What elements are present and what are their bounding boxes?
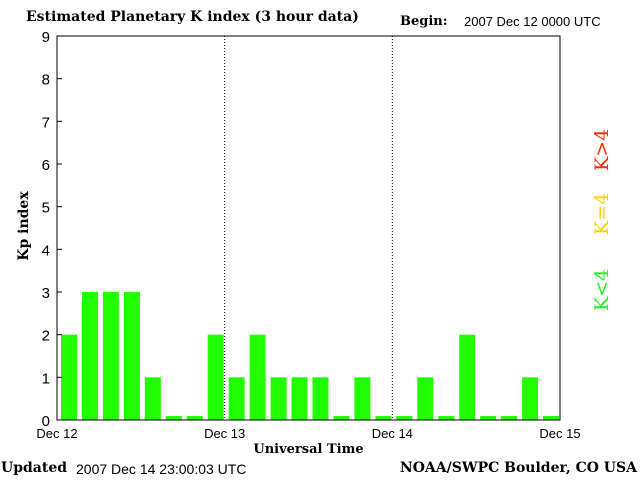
kp-bar: [187, 416, 203, 420]
kp-bar: [292, 377, 308, 420]
y-tick-label: 1: [42, 370, 50, 387]
x-tick-label: Dec 13: [204, 426, 245, 441]
x-axis-label: Universal Time: [253, 442, 363, 457]
x-tick-label: Dec 12: [36, 426, 77, 441]
kp-bar: [543, 416, 559, 420]
kp-bar: [250, 335, 266, 420]
y-tick-label: 3: [42, 285, 50, 302]
updated-label: Updated: [1, 460, 67, 476]
kp-bar: [145, 377, 161, 420]
kp-bar: [61, 335, 77, 420]
y-tick-label: 2: [42, 328, 50, 345]
kp-bar: [208, 335, 224, 420]
kp-bar: [271, 377, 287, 420]
kp-bar: [375, 416, 391, 420]
kp-bar: [417, 377, 433, 420]
kp-bar: [396, 416, 412, 420]
kp-bar: [459, 335, 475, 420]
kp-bar: [480, 416, 496, 420]
y-tick-label: 4: [42, 242, 50, 259]
kp-bar: [334, 416, 350, 420]
x-tick-label: Dec 14: [372, 426, 413, 441]
kp-bar: [124, 292, 140, 420]
kp-bar: [522, 377, 538, 420]
y-axis-label: Kp index: [16, 191, 32, 261]
kp-bar: [501, 416, 517, 420]
kp-bar: [229, 377, 245, 420]
kp-bar: [354, 377, 370, 420]
kp-bar: [103, 292, 119, 420]
kp-bar: [166, 416, 182, 420]
kp-bar: [438, 416, 454, 420]
kp-bar: [313, 377, 329, 420]
updated-value: 2007 Dec 14 23:00:03 UTC: [76, 461, 246, 477]
y-tick-label: 9: [42, 29, 50, 46]
kp-bar: [82, 292, 98, 420]
credit-text: NOAA/SWPC Boulder, CO USA: [400, 460, 637, 476]
y-tick-label: 8: [42, 72, 50, 89]
legend-high: K>4: [591, 131, 613, 171]
y-tick-label: 6: [42, 157, 50, 174]
y-tick-label: 5: [42, 200, 50, 217]
legend-low: K<4: [591, 271, 613, 311]
x-tick-label: Dec 15: [539, 426, 580, 441]
legend-mid: K=4: [591, 195, 613, 235]
y-tick-label: 7: [42, 114, 50, 131]
